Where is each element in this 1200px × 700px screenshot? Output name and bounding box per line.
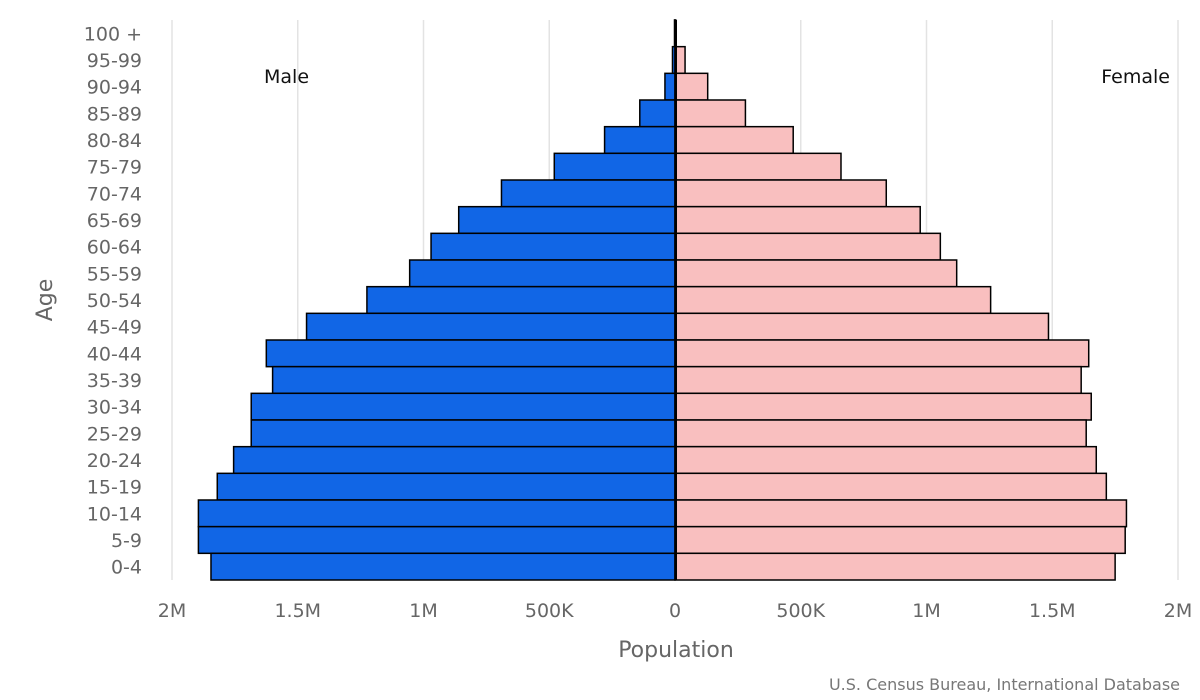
y-tick-label: 25-29: [87, 423, 142, 445]
y-tick-label: 95-99: [87, 50, 142, 72]
female-bar[interactable]: [674, 472, 1108, 501]
y-tick-label: 50-54: [87, 290, 142, 312]
y-tick-label: 100 +: [84, 23, 142, 45]
y-tick-label: 35-39: [87, 370, 142, 392]
y-tick-label: 30-34: [87, 397, 142, 419]
female-bar[interactable]: [674, 179, 888, 208]
female-bar[interactable]: [674, 392, 1092, 421]
x-tick-label: 0: [669, 600, 681, 622]
y-tick-label: 75-79: [87, 157, 142, 179]
female-bar[interactable]: [674, 499, 1128, 528]
y-tick-label: 45-49: [87, 317, 142, 339]
x-axis-title: Population: [618, 638, 734, 663]
y-tick-label: 20-24: [87, 450, 142, 472]
y-tick-label: 15-19: [87, 477, 142, 499]
y-tick-label: 55-59: [87, 263, 142, 285]
male-bar[interactable]: [265, 339, 676, 368]
y-tick-label: 0-4: [111, 557, 142, 579]
female-bar[interactable]: [674, 552, 1116, 581]
x-tick-label: 500K: [525, 600, 574, 622]
female-bar[interactable]: [674, 285, 992, 315]
male-bar[interactable]: [210, 552, 676, 581]
y-tick-label: 10-14: [87, 503, 142, 525]
y-axis-title: Age: [33, 279, 58, 322]
bars: [197, 19, 1128, 581]
y-tick-label: 60-64: [87, 237, 142, 259]
x-axis-ticks: 2M 1.5M 1M 500K 0 500K 1M 1.5M 2M: [158, 600, 1192, 622]
female-bar[interactable]: [674, 525, 1126, 555]
x-tick-label: 1M: [912, 600, 940, 622]
female-bar[interactable]: [674, 99, 747, 128]
male-bar[interactable]: [271, 365, 676, 395]
male-bar[interactable]: [664, 72, 676, 101]
female-bar[interactable]: [674, 232, 942, 261]
y-axis-ticks: 100 + 95-99 90-94 85-89 80-84 75-79 70-74 65-69…: [84, 23, 142, 578]
male-bar[interactable]: [197, 499, 676, 528]
male-bar[interactable]: [197, 525, 676, 555]
y-tick-label: 85-89: [87, 103, 142, 125]
male-bar[interactable]: [366, 285, 676, 315]
male-bar[interactable]: [639, 99, 676, 128]
female-bar[interactable]: [674, 445, 1098, 475]
male-bar[interactable]: [232, 445, 676, 475]
male-bar[interactable]: [250, 392, 676, 421]
x-tick-label: 1M: [409, 600, 437, 622]
male-bar[interactable]: [553, 152, 676, 181]
y-tick-label: 70-74: [87, 183, 142, 205]
female-bar[interactable]: [674, 259, 958, 288]
female-bar[interactable]: [674, 152, 842, 181]
female-bar[interactable]: [674, 125, 794, 155]
female-bar[interactable]: [674, 419, 1087, 448]
x-tick-label: 500K: [776, 600, 825, 622]
y-tick-label: 65-69: [87, 210, 142, 232]
x-tick-label: 1.5M: [1029, 600, 1076, 622]
y-tick-label: 80-84: [87, 130, 142, 152]
x-tick-label: 2M: [1164, 600, 1192, 622]
x-tick-label: 2M: [158, 600, 186, 622]
female-bar[interactable]: [674, 339, 1090, 368]
male-bar[interactable]: [603, 125, 676, 155]
female-bar[interactable]: [674, 205, 921, 235]
female-bar[interactable]: [674, 312, 1050, 341]
male-bar[interactable]: [216, 472, 676, 501]
x-tick-label: 1.5M: [274, 600, 321, 622]
male-bar[interactable]: [408, 259, 676, 288]
y-tick-label: 40-44: [87, 343, 142, 365]
female-bar[interactable]: [674, 365, 1082, 395]
y-tick-label: 5-9: [111, 530, 142, 552]
source-credit[interactable]: U.S. Census Bureau, International Databa…: [829, 675, 1180, 694]
female-series-label: Female: [1101, 66, 1170, 88]
y-tick-label: 90-94: [87, 77, 142, 99]
male-bar[interactable]: [305, 312, 676, 341]
male-bar[interactable]: [457, 205, 676, 235]
male-series-label: Male: [264, 66, 309, 88]
male-bar[interactable]: [500, 179, 676, 208]
female-bar[interactable]: [674, 72, 709, 101]
male-bar[interactable]: [250, 419, 676, 448]
male-bar[interactable]: [430, 232, 676, 261]
